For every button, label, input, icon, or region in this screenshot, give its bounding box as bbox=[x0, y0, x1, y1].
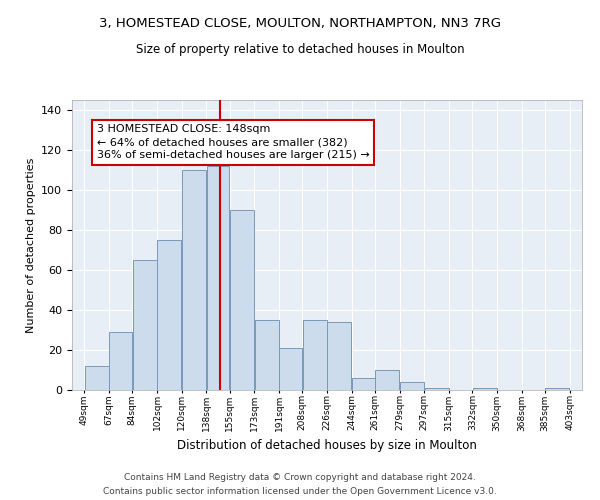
Bar bbox=[133, 260, 157, 390]
Bar bbox=[279, 348, 302, 390]
Text: 3, HOMESTEAD CLOSE, MOULTON, NORTHAMPTON, NN3 7RG: 3, HOMESTEAD CLOSE, MOULTON, NORTHAMPTON… bbox=[99, 18, 501, 30]
Text: Contains public sector information licensed under the Open Government Licence v3: Contains public sector information licen… bbox=[103, 488, 497, 496]
Bar bbox=[182, 170, 206, 390]
Bar bbox=[375, 370, 400, 390]
Bar bbox=[230, 210, 254, 390]
Bar bbox=[400, 382, 424, 390]
Bar bbox=[327, 322, 352, 390]
Bar bbox=[545, 388, 569, 390]
Text: Contains HM Land Registry data © Crown copyright and database right 2024.: Contains HM Land Registry data © Crown c… bbox=[124, 472, 476, 482]
Bar bbox=[85, 366, 109, 390]
Bar bbox=[352, 378, 375, 390]
Y-axis label: Number of detached properties: Number of detached properties bbox=[26, 158, 35, 332]
Bar bbox=[473, 388, 497, 390]
Bar bbox=[425, 388, 449, 390]
Text: Size of property relative to detached houses in Moulton: Size of property relative to detached ho… bbox=[136, 42, 464, 56]
Bar bbox=[109, 332, 132, 390]
Bar bbox=[302, 320, 327, 390]
Bar bbox=[206, 166, 229, 390]
Bar bbox=[254, 320, 279, 390]
X-axis label: Distribution of detached houses by size in Moulton: Distribution of detached houses by size … bbox=[177, 439, 477, 452]
Text: 3 HOMESTEAD CLOSE: 148sqm
← 64% of detached houses are smaller (382)
36% of semi: 3 HOMESTEAD CLOSE: 148sqm ← 64% of detac… bbox=[97, 124, 370, 160]
Bar bbox=[157, 240, 181, 390]
